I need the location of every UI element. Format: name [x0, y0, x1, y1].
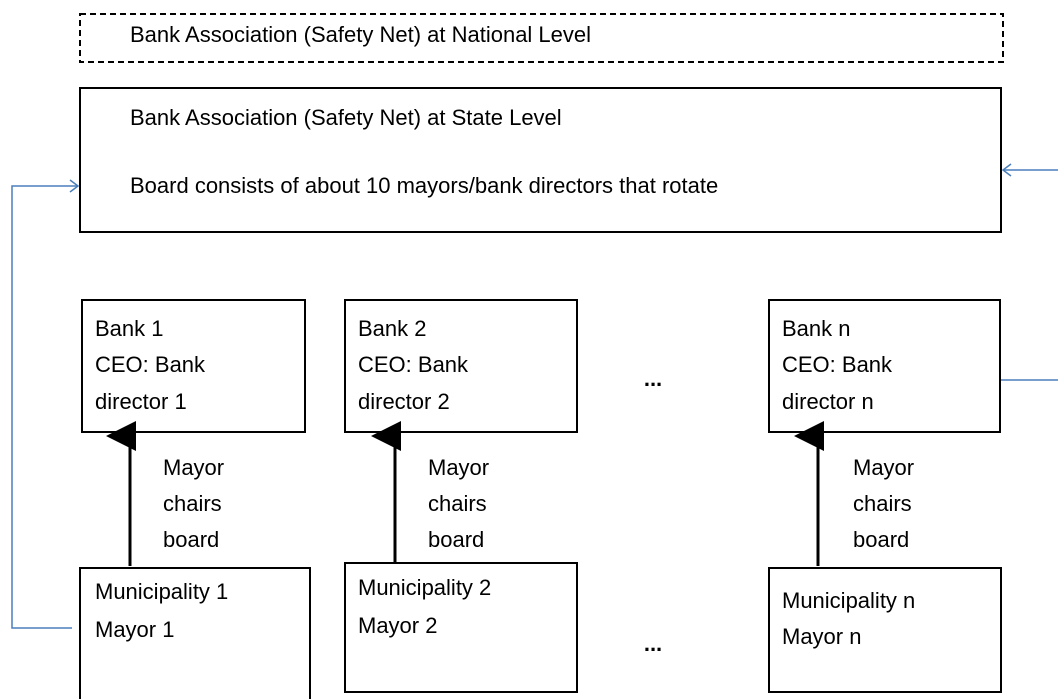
municipality-line: Municipality 2: [358, 575, 491, 600]
national-box: [79, 13, 1004, 63]
edge-label: Mayor: [853, 455, 914, 480]
bank-line: CEO: Bank: [782, 352, 893, 377]
bank-line: CEO: Bank: [358, 352, 469, 377]
ellipsis: ...: [644, 631, 662, 656]
edge-label: board: [163, 527, 219, 552]
edge-label: board: [428, 527, 484, 552]
municipality-box: [344, 562, 578, 693]
bank-line: director n: [782, 389, 874, 414]
edge-label: chairs: [163, 491, 222, 516]
municipality-line: Mayor 1: [95, 617, 174, 642]
municipality-line: Mayor 2: [358, 613, 437, 638]
edge-label: Mayor: [428, 455, 489, 480]
edge-label: board: [853, 527, 909, 552]
edge-label: chairs: [853, 491, 912, 516]
municipality-box: [768, 567, 1002, 693]
state-line: Board consists of about 10 mayors/bank d…: [130, 173, 718, 198]
arrowhead: [1001, 163, 1012, 177]
bank-line: Bank 1: [95, 316, 164, 341]
bank-line: director 2: [358, 389, 450, 414]
bank-box: [81, 299, 306, 433]
national-label: Bank Association (Safety Net) at Nationa…: [130, 22, 591, 47]
bank-line: CEO: Bank: [95, 352, 206, 377]
arrowhead: [69, 179, 80, 193]
state-line: Bank Association (Safety Net) at State L…: [130, 105, 562, 130]
municipality-line: Mayor n: [782, 624, 861, 649]
edge-label: chairs: [428, 491, 487, 516]
bank-line: Bank 2: [358, 316, 427, 341]
municipality-box: [79, 567, 311, 699]
bank-box: [344, 299, 578, 433]
ellipsis: ...: [644, 366, 662, 391]
edge-label: Mayor: [163, 455, 224, 480]
bank-box: [768, 299, 1001, 433]
state-box: [79, 87, 1002, 233]
bank-line: director 1: [95, 389, 187, 414]
municipality-line: Municipality 1: [95, 579, 228, 604]
connector: [11, 185, 78, 629]
bank-line: Bank n: [782, 316, 851, 341]
municipality-line: Municipality n: [782, 588, 915, 613]
